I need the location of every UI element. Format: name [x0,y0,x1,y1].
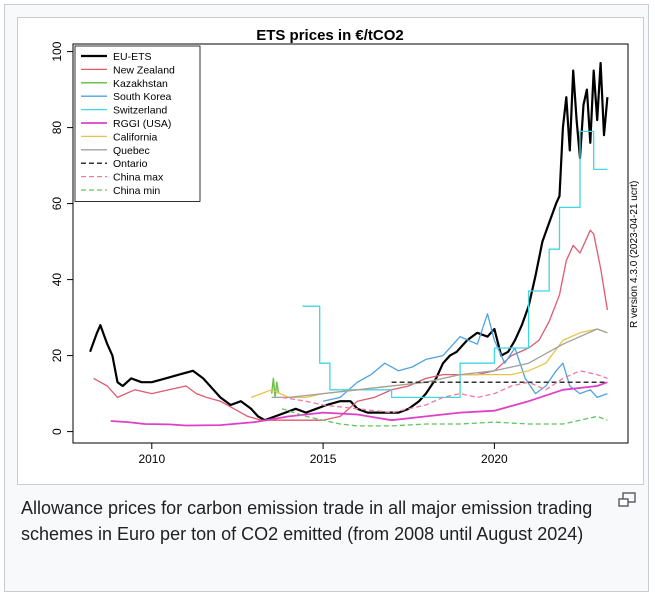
legend-label-south-korea: South Korea [113,91,172,103]
legend-label-china-max: China max [113,172,164,184]
legend-label-eu-ets: EU-ETS [113,51,152,63]
legend-label-switzerland: Switzerland [113,105,167,117]
y-tick-label: 100 [50,41,64,61]
chart-title: ETS prices in €/tCO2 [256,27,404,44]
y-tick-label: 20 [50,349,64,363]
legend-label-china-min: China min [113,185,160,197]
plot-frame [72,43,629,444]
y-tick-label: 60 [50,197,64,211]
r-version-note: R version 4.3.0 (2023-04-21 ucrt) [629,181,640,328]
series-line-new-zealand [93,229,609,421]
x-tick-label: 2015 [310,452,337,466]
magnify-clip-icon[interactable] [617,491,639,509]
legend-label-kazakhstan: Kazakhstan [113,78,168,90]
series-line-switzerland [302,130,608,399]
y-tick-label: 0 [50,428,64,435]
ets-price-chart: ETS prices in €/tCO2 2010 2015 2020 0 20 40 60… [50,27,640,466]
figure-caption: Allowance prices for carbon emission tra… [21,498,593,544]
series-layer [89,61,609,427]
series-line-china-min [281,408,608,427]
x-tick-label: 2010 [138,452,165,466]
series-line-quebec [271,328,608,399]
y-tick-label: 40 [50,273,64,287]
series-line-china-max [281,370,608,414]
series-line-south-korea [322,313,608,402]
x-tick-label: 2020 [481,452,508,466]
legend-label-quebec: Quebec [113,145,150,157]
legend-label-new-zealand: New Zealand [113,64,175,76]
image-thumbnail: ETS prices in €/tCO2 2010 2015 2020 0 20 40 60… [4,4,649,592]
series-line-kazakhstan [270,377,280,399]
axis-layer: 2010 2015 2020 0 20 40 60 80 100 [50,41,508,466]
series-line-rggi-usa [110,381,608,427]
chart-image[interactable]: ETS prices in €/tCO2 2010 2015 2020 0 20 40 60… [17,17,644,485]
y-tick-label: 80 [50,121,64,135]
legend-label-ontario: Ontario [113,158,148,170]
legend-label-rggi-usa: RGGI (USA) [113,118,171,130]
legend-label-california: California [113,131,158,143]
